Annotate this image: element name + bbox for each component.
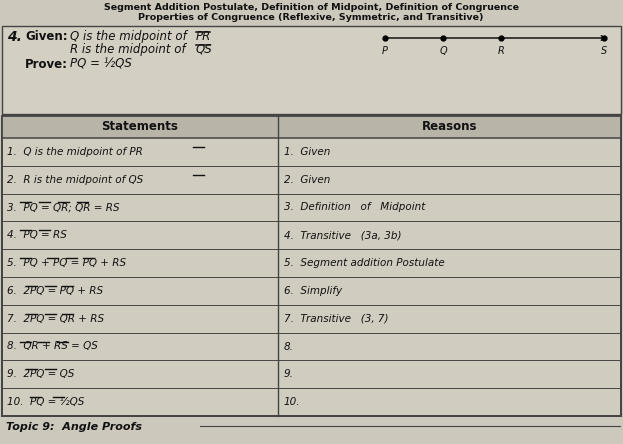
- Text: 4.  PQ = RS: 4. PQ = RS: [7, 230, 67, 240]
- Text: 8.: 8.: [284, 341, 294, 352]
- Text: R is the midpoint of: R is the midpoint of: [70, 43, 189, 56]
- Text: Topic 9:  Angle Proofs: Topic 9: Angle Proofs: [6, 422, 142, 432]
- Text: Properties of Congruence (Reflexive, Symmetric, and Transitive): Properties of Congruence (Reflexive, Sym…: [138, 13, 483, 22]
- Text: Reasons: Reasons: [422, 120, 477, 134]
- Text: 2.  Given: 2. Given: [284, 174, 330, 185]
- Text: Segment Addition Postulate, Definition of Midpoint, Definition of Congruence: Segment Addition Postulate, Definition o…: [103, 3, 518, 12]
- Bar: [2, 116, 621, 138]
- Text: Q: Q: [439, 46, 447, 56]
- Text: 9.  2PQ = QS: 9. 2PQ = QS: [7, 369, 74, 379]
- Text: 7.  2PQ = QR + RS: 7. 2PQ = QR + RS: [7, 314, 104, 324]
- Text: 3.  PQ = QR; QR = RS: 3. PQ = QR; QR = RS: [7, 202, 120, 213]
- Text: 10.  PQ = ½QS: 10. PQ = ½QS: [7, 397, 84, 407]
- Text: PQ = ½QS: PQ = ½QS: [70, 58, 132, 71]
- Bar: [2, 116, 621, 416]
- Text: 7.  Transitive   (3, 7): 7. Transitive (3, 7): [284, 314, 389, 324]
- Text: 2.  R is the midpoint of QS: 2. R is the midpoint of QS: [7, 174, 143, 185]
- Text: Q is the midpoint of: Q is the midpoint of: [70, 30, 191, 43]
- Text: 5.  PQ + PQ = PQ + RS: 5. PQ + PQ = PQ + RS: [7, 258, 126, 268]
- Bar: [2, 116, 621, 416]
- Text: PR: PR: [196, 30, 211, 43]
- Text: 1.  Q is the midpoint of PR: 1. Q is the midpoint of PR: [7, 147, 143, 157]
- Text: 6.  2PQ = PQ + RS: 6. 2PQ = PQ + RS: [7, 286, 103, 296]
- Text: Prove:: Prove:: [25, 58, 68, 71]
- Text: 4.  Transitive   (3a, 3b): 4. Transitive (3a, 3b): [284, 230, 401, 240]
- Text: S: S: [601, 46, 607, 56]
- Text: 9.: 9.: [284, 369, 294, 379]
- Text: Statements: Statements: [102, 120, 178, 134]
- Text: 8.  QR + RS = QS: 8. QR + RS = QS: [7, 341, 98, 352]
- Text: R: R: [498, 46, 505, 56]
- Text: 3.  Definition   of   Midpoint: 3. Definition of Midpoint: [284, 202, 426, 213]
- Bar: [2, 26, 621, 114]
- Text: 5.  Segment addition Postulate: 5. Segment addition Postulate: [284, 258, 445, 268]
- Text: 6.  Simplify: 6. Simplify: [284, 286, 342, 296]
- Text: 4.: 4.: [7, 30, 22, 44]
- Text: QS: QS: [196, 43, 212, 56]
- Text: 10.: 10.: [284, 397, 300, 407]
- Text: Given:: Given:: [25, 30, 68, 43]
- Text: P: P: [382, 46, 388, 56]
- Text: 1.  Given: 1. Given: [284, 147, 330, 157]
